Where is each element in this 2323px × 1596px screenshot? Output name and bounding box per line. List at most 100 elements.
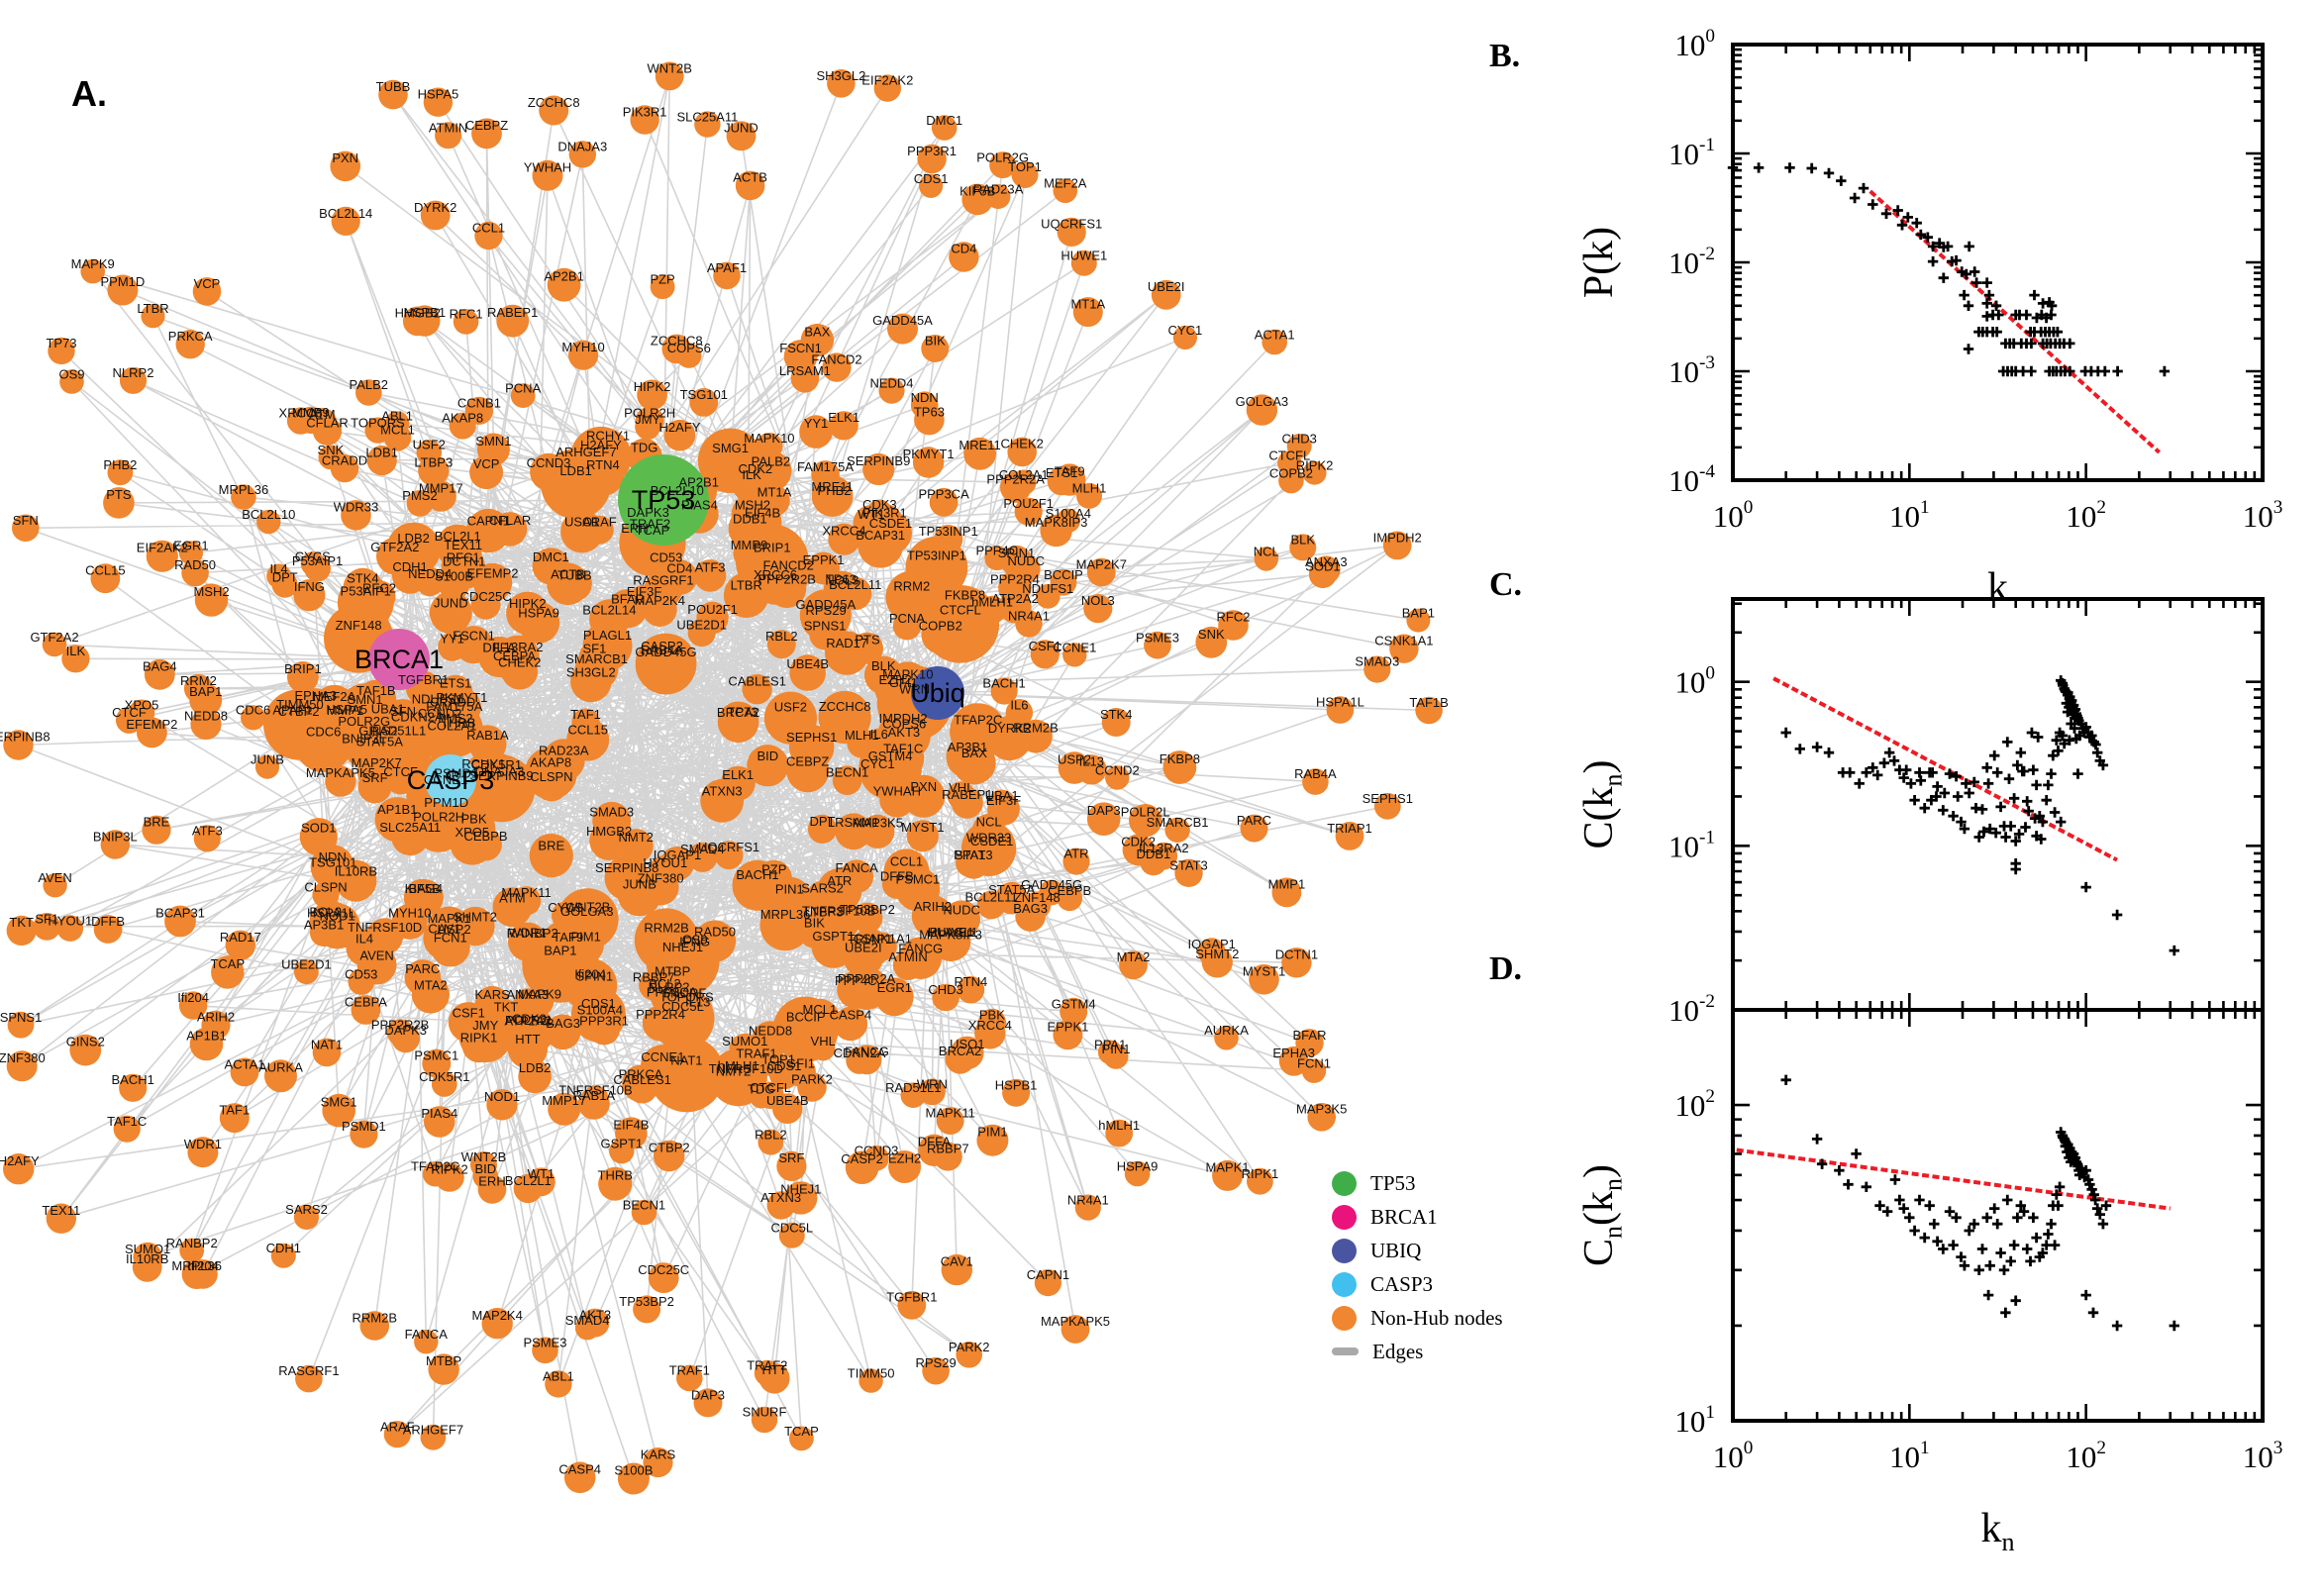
network-node [822, 352, 852, 382]
gene-label: POLR2G [976, 150, 1029, 164]
network-node [1301, 1058, 1327, 1083]
gene-label: H2AFY [580, 438, 622, 452]
network-node [956, 1342, 982, 1368]
gene-label: RFC1 [450, 307, 483, 322]
gene-label: TAF9 [553, 930, 583, 945]
gene-label: GTF2A2 [30, 630, 78, 645]
gene-label: CLSPN [304, 879, 347, 894]
gene-label: THRB [598, 1167, 633, 1182]
gene-label: BRE [538, 839, 564, 853]
gene-label: CAPN1 [467, 514, 510, 529]
gene-label: NMT2 [716, 1064, 751, 1079]
gene-label: ATMIN [888, 949, 927, 964]
network-node [256, 509, 281, 535]
gene-label: PLAGL1 [930, 925, 978, 940]
gene-label: UQCRFS1 [698, 840, 759, 854]
gene-label: CDK2 [738, 461, 772, 476]
legend-item-edges: Edges [1332, 1335, 1503, 1368]
gene-label: CDK5R1 [419, 1069, 469, 1084]
gene-label: SF1 [582, 642, 606, 656]
gene-label: CAV1 [428, 921, 460, 936]
gene-label: SMN1 [348, 692, 383, 707]
gene-label: MRPL36 [219, 482, 269, 497]
gene-label: PXN [910, 779, 937, 794]
gene-label: LTBR [137, 301, 168, 316]
gene-label: MAPK9 [518, 987, 561, 1002]
hub-node-casp3 [425, 754, 476, 806]
network-node [819, 483, 850, 514]
network-node [845, 1150, 879, 1184]
gene-label: TNFRSF10D [709, 1061, 783, 1076]
gene-label: CEBPA [493, 648, 536, 663]
network-node [633, 1295, 661, 1324]
y-axis-label: P(k) [1576, 227, 1622, 298]
gene-label: ATP2A2 [504, 1013, 551, 1028]
gene-label: SMN1 [475, 434, 511, 449]
gene-label: CTBP2 [278, 704, 320, 719]
network-node [545, 1370, 572, 1398]
gene-label: FKBP8 [1160, 751, 1200, 766]
gene-label: BRE [144, 815, 170, 830]
gene-label: HSPA9 [518, 606, 559, 621]
gene-label: MMP9 [731, 538, 768, 552]
gene-label: RAD51L1 [370, 723, 426, 738]
network-node [1247, 1167, 1273, 1195]
panel-label-d: D. [1489, 950, 1523, 987]
gene-label: PSME3 [1136, 630, 1179, 645]
network-node [1150, 842, 1178, 870]
gene-label: MAP2K4 [472, 1308, 523, 1323]
gene-label: ATR [827, 873, 852, 888]
gene-label: P53AIP1 [341, 584, 391, 599]
network-node [735, 170, 765, 201]
network-node [418, 454, 450, 486]
gene-label: CSNK1A1 [1374, 634, 1433, 648]
gene-label: YY1 [804, 416, 829, 431]
gene-label: TNFRSF10B [558, 1083, 632, 1098]
gene-label: MTBP [426, 1353, 461, 1368]
network-node [1011, 161, 1039, 188]
axis-ticks [1731, 599, 2265, 1012]
gene-label: TOP1 [1008, 159, 1042, 174]
gene-label: DNAJA3 [474, 764, 524, 779]
network-node [789, 1426, 814, 1451]
network-node [714, 841, 744, 870]
gene-label: CCND3 [855, 1144, 899, 1158]
gene-label: AURKA [1204, 1023, 1249, 1038]
gene-label: CTCF [383, 764, 418, 779]
gene-label: XRCC6 [279, 406, 323, 421]
gene-label: BIK [804, 916, 825, 931]
x-axis-label: kn [1980, 1506, 2014, 1556]
gene-label: IL13RA2 [493, 640, 544, 654]
gene-label: SNURF [662, 985, 707, 1000]
network-node [852, 1045, 882, 1075]
gene-label: BAP1 [544, 943, 576, 957]
gene-label: TP73 [46, 336, 76, 350]
network-node [422, 1048, 452, 1078]
gene-label: PPA1 [1094, 1038, 1126, 1052]
gene-label: HMGB2 [395, 306, 441, 321]
network-node [631, 1199, 657, 1226]
gene-label: PBK [979, 1008, 1005, 1023]
gene-label: CDH1 [392, 559, 427, 574]
network-node [1053, 1020, 1083, 1050]
node-swatch-icon [1332, 1271, 1357, 1297]
network-node [1014, 497, 1043, 526]
gene-label: S100B [435, 569, 473, 584]
network-node [1119, 950, 1148, 980]
gene-label: NDN [911, 390, 939, 405]
network-node [1164, 817, 1190, 843]
gene-label: BFAR [1293, 1028, 1327, 1043]
network-node [653, 1140, 685, 1172]
gene-label: TDG [631, 440, 657, 454]
gene-label: STAT3 [955, 848, 993, 862]
gene-label: ZNF380 [638, 870, 684, 885]
legend-label: Edges [1372, 1339, 1424, 1363]
network-node [852, 902, 883, 934]
gene-label: MAP2K7 [351, 755, 401, 770]
network-node [219, 1103, 250, 1134]
gene-label: NLRP2 [113, 365, 154, 380]
gene-label: COL2A1 [427, 719, 476, 734]
gene-label: Ifi204 [187, 1258, 219, 1273]
network-node [293, 1204, 320, 1230]
network-node [423, 917, 466, 960]
